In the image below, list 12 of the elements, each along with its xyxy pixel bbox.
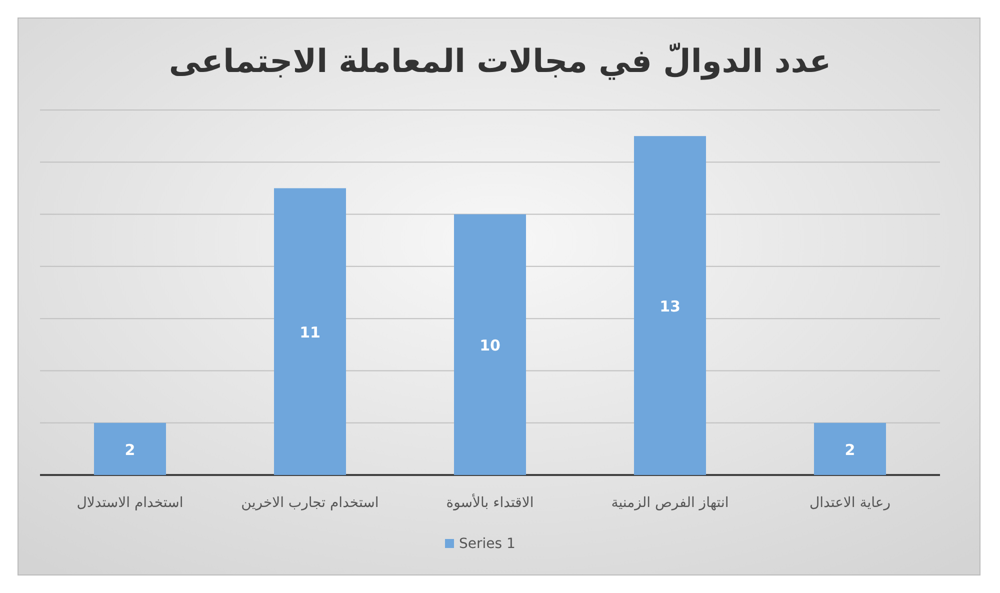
x-tick-label: الاقتداء بالأسوة <box>446 493 534 511</box>
data-label: 11 <box>300 324 320 342</box>
x-tick-label: انتهاز الفرص الزمنية <box>611 495 729 511</box>
x-tick-label: استخدام الاستدلال <box>76 495 184 511</box>
x-tick-label: رعاية الاعتدال <box>809 495 891 511</box>
chart-title: عدد الدوالّ في مجالات المعاملة الاجتماعى <box>168 42 832 80</box>
data-label: 2 <box>844 440 856 459</box>
data-label: 10 <box>480 336 500 355</box>
legend-label: Series 1 <box>459 536 516 552</box>
data-label: 13 <box>660 298 680 316</box>
x-tick-label: استخدام تجارب الاخرين <box>241 495 379 511</box>
data-label: 2 <box>124 440 136 459</box>
